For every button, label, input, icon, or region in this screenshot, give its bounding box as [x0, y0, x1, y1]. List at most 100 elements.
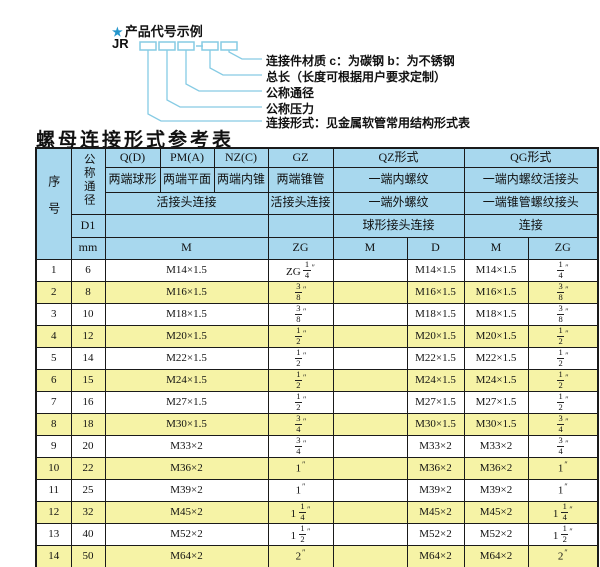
- cell-qg-zg: 1 1 4 ″: [527, 500, 599, 524]
- cell-seq: 11: [35, 478, 72, 502]
- table-title: 螺母连接形式参考表: [36, 130, 235, 151]
- cell-dn: 8: [70, 280, 106, 304]
- connector-line: [166, 50, 262, 108]
- cell-zg: 1 2 ″: [267, 324, 334, 348]
- cell-m: M16×1.5: [104, 280, 269, 304]
- cell-zg: 1 2 ″: [267, 368, 334, 392]
- cell-zg: ZG 1 4 ″: [267, 258, 334, 282]
- header-qg-zg: ZG: [527, 236, 599, 260]
- cell-qz-d: M64×2: [406, 544, 465, 567]
- cell-qg-m: M20×1.5: [463, 324, 529, 348]
- code-label-pressure: 公称压力: [266, 102, 315, 116]
- cell-zg: 1 1 4 ″: [267, 500, 334, 524]
- cell-m: M36×2: [104, 456, 269, 480]
- cell-qg-zg: 1″: [527, 456, 599, 480]
- cell-qz-m: [332, 478, 408, 502]
- cell-qz-d: M24×1.5: [406, 368, 465, 392]
- cell-dn: 50: [70, 544, 106, 567]
- header-qz-conn: 一端外螺纹: [332, 191, 465, 215]
- cell-qg-m: M45×2: [463, 500, 529, 524]
- cell-seq: 6: [35, 368, 72, 392]
- cell-qz-m: [332, 258, 408, 282]
- cell-dn: 16: [70, 390, 106, 414]
- cell-qz-d: M33×2: [406, 434, 465, 458]
- header-seq: 序号: [35, 147, 72, 260]
- cell-qg-m: M30×1.5: [463, 412, 529, 436]
- cell-qz-d: M22×1.5: [406, 346, 465, 370]
- cell-zg: 3 8 ″: [267, 280, 334, 304]
- code-label-length: 总长（长度可根据用户要求定制）: [266, 70, 447, 84]
- cell-dn: 20: [70, 434, 106, 458]
- cell-m: M24×1.5: [104, 368, 269, 392]
- cell-qg-zg: 3 8 ″: [527, 302, 599, 326]
- header-col-gz: GZ: [267, 147, 334, 168]
- cell-m: M27×1.5: [104, 390, 269, 414]
- cell-seq: 1: [35, 258, 72, 282]
- header-mm: mm: [70, 236, 106, 260]
- cell-qz-d: M30×1.5: [406, 412, 465, 436]
- code-box: [139, 41, 157, 51]
- header-col-qg: QG形式: [463, 147, 599, 168]
- cell-m: M30×1.5: [104, 412, 269, 436]
- code-box: [158, 41, 176, 51]
- header-qz-m: M: [332, 236, 408, 260]
- cell-dn: 14: [70, 346, 106, 370]
- cell-dn: 18: [70, 412, 106, 436]
- cell-qz-m: [332, 456, 408, 480]
- cell-dn: 6: [70, 258, 106, 282]
- header-m: M: [104, 236, 269, 260]
- cell-qg-zg: 3 4 ″: [527, 434, 599, 458]
- cell-qg-zg: 2″: [527, 544, 599, 567]
- table-row: 5 14 M22×1.5 1 2 ″ M22×1.5 M22×1.5 1 2 ″: [35, 346, 599, 370]
- cell-qg-m: M22×1.5: [463, 346, 529, 370]
- cell-qz-d: M39×2: [406, 478, 465, 502]
- cell-seq: 14: [35, 544, 72, 567]
- header-gz-conn: 活接头连接: [267, 191, 334, 215]
- header-qpn-conn: 活接头连接: [104, 191, 269, 215]
- cell-zg: 1″: [267, 478, 334, 502]
- table-row: 14 50 M64×2 2″ M64×2 M64×2 2″: [35, 544, 599, 567]
- cell-seq: 13: [35, 522, 72, 546]
- header-empty-qpn: [104, 213, 269, 238]
- cell-zg: 3 4 ″: [267, 434, 334, 458]
- cell-qg-zg: 1 1 2 ″: [527, 522, 599, 546]
- table-row: 13 40 M52×2 1 1 2 ″ M52×2 M52×2 1 1 2 ″: [35, 522, 599, 546]
- cell-seq: 12: [35, 500, 72, 524]
- cell-qz-d: M36×2: [406, 456, 465, 480]
- cell-zg: 3 4 ″: [267, 412, 334, 436]
- connector-line: [209, 50, 262, 76]
- cell-m: M45×2: [104, 500, 269, 524]
- cell-qg-zg: 1 2 ″: [527, 390, 599, 414]
- cell-zg: 1 1 2 ″: [267, 522, 334, 546]
- cell-dn: 12: [70, 324, 106, 348]
- connector-line: [185, 50, 262, 92]
- table-row: 2 8 M16×1.5 3 8 ″ M16×1.5 M16×1.5 3 8 ″: [35, 280, 599, 304]
- cell-zg: 2″: [267, 544, 334, 567]
- cell-qz-m: [332, 390, 408, 414]
- cell-qg-zg: 1 4 ″: [527, 258, 599, 282]
- header-zg: ZG: [267, 236, 334, 260]
- cell-qg-zg: 3 8 ″: [527, 280, 599, 304]
- cell-m: M33×2: [104, 434, 269, 458]
- cell-dn: 22: [70, 456, 106, 480]
- cell-seq: 10: [35, 456, 72, 480]
- connector-line: [147, 50, 262, 122]
- cell-dn: 25: [70, 478, 106, 502]
- table-header: 序号 公称通径 Q(D) PM(A) NZ(C) GZ QZ形式 QG形式 两端…: [35, 147, 599, 260]
- cell-zg: 1″: [267, 456, 334, 480]
- code-label-connection: 连接形式：见金属软管常用结构形式表: [266, 116, 471, 130]
- table-row: 6 15 M24×1.5 1 2 ″ M24×1.5 M24×1.5 1 2 ″: [35, 368, 599, 392]
- code-box: [220, 41, 238, 51]
- header-qz-desc: 一端内螺纹: [332, 166, 465, 193]
- cell-qg-zg: 1 2 ″: [527, 346, 599, 370]
- table-row: 10 22 M36×2 1″ M36×2 M36×2 1″: [35, 456, 599, 480]
- cell-qg-m: M36×2: [463, 456, 529, 480]
- cell-m: M14×1.5: [104, 258, 269, 282]
- cell-dn: 32: [70, 500, 106, 524]
- header-qz-d: D: [406, 236, 465, 260]
- header-col-nz: NZ(C): [213, 147, 269, 168]
- cell-qg-m: M18×1.5: [463, 302, 529, 326]
- cell-qz-d: M14×1.5: [406, 258, 465, 282]
- cell-m: M20×1.5: [104, 324, 269, 348]
- cell-seq: 9: [35, 434, 72, 458]
